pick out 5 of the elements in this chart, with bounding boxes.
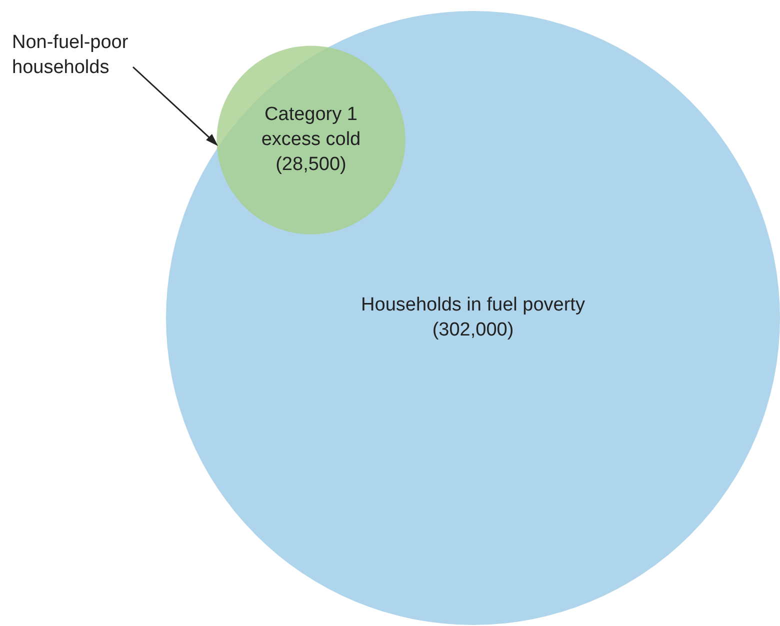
data-label: (302,000) <box>432 320 514 341</box>
category-label: Category 1 excess cold <box>261 104 361 150</box>
data-label: (28,500) <box>276 154 346 176</box>
category-label: Households in fuel poverty <box>361 294 586 316</box>
text: Non-fuel-poor households <box>12 31 130 80</box>
